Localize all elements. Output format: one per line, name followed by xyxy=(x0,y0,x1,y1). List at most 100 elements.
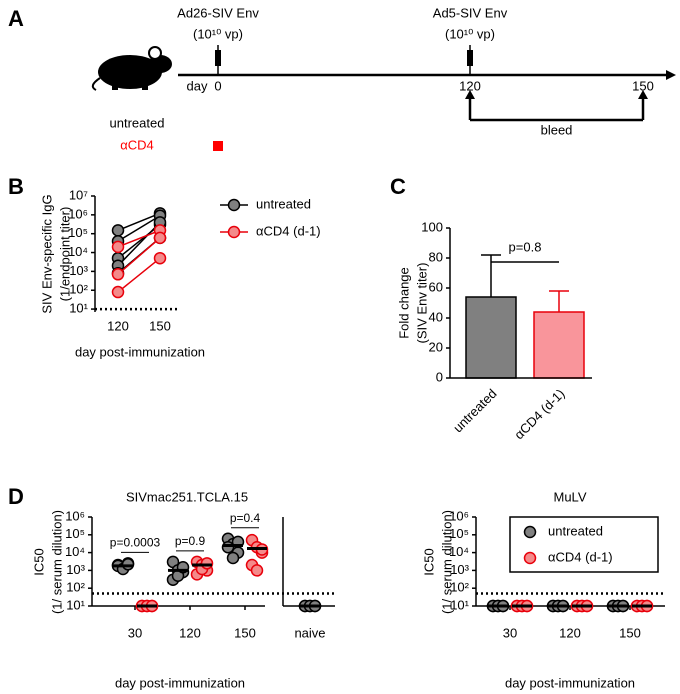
data-point xyxy=(121,558,135,571)
group-label: untreated xyxy=(110,115,165,130)
pair-line xyxy=(117,215,161,242)
legend-label: untreated xyxy=(548,523,603,538)
timeline-tick: 0 xyxy=(214,78,221,93)
significance-label: p=0.8 xyxy=(509,239,542,254)
panel-label: B xyxy=(8,174,24,199)
event-dose: (10¹⁰ vp) xyxy=(445,26,495,41)
x-tick-label: 120 xyxy=(107,318,129,333)
event-label: Ad5-SIV Env xyxy=(433,5,508,20)
y-tick-label: 100 xyxy=(421,219,443,234)
pair-line xyxy=(117,229,161,248)
bar xyxy=(533,311,585,379)
data-point xyxy=(226,551,240,565)
legend-marker xyxy=(523,525,537,539)
panel-label: A xyxy=(8,6,24,31)
y-tick-label: 10⁶ xyxy=(68,206,88,221)
y-tick-label: 10⁶ xyxy=(65,508,85,523)
x-tick-label: 120 xyxy=(559,625,581,640)
y-axis-label: (1/ serum dilution) xyxy=(49,510,64,614)
x-tick-label: 30 xyxy=(128,625,142,640)
y-tick-label: 10⁷ xyxy=(69,187,88,202)
y-tick-label: 60 xyxy=(429,279,443,294)
data-point xyxy=(111,268,125,281)
panel-label: C xyxy=(390,174,406,199)
mouse-icon xyxy=(91,46,172,91)
significance-label: p=0.9 xyxy=(175,534,206,548)
x-tick-label: naive xyxy=(294,625,325,640)
y-axis-label: (1/ serum dilution) xyxy=(439,510,454,614)
chart-title: SIVmac251.TCLA.15 xyxy=(126,489,248,504)
data-point xyxy=(153,231,167,245)
data-point xyxy=(221,540,235,554)
pair-line xyxy=(117,237,161,275)
bleed-arrowhead xyxy=(638,90,648,99)
y-tick-label: 10¹ xyxy=(66,597,85,612)
y-tick-label: 10² xyxy=(69,282,88,297)
significance-label: p=0.0003 xyxy=(110,535,161,549)
x-tick-label: 150 xyxy=(234,625,256,640)
chart-title: MuLV xyxy=(554,489,587,504)
timeline-arrow xyxy=(666,70,676,80)
timeline-tick: 150 xyxy=(632,78,654,93)
x-tick-label: 150 xyxy=(149,318,171,333)
y-tick-label: 10⁵ xyxy=(449,526,469,541)
legend-label: αCD4 (d-1) xyxy=(256,223,321,238)
data-point xyxy=(111,285,125,299)
timeline-tick: 120 xyxy=(459,78,481,93)
x-tick-label: 150 xyxy=(619,625,641,640)
event-dose: (10¹⁰ vp) xyxy=(193,26,243,41)
y-tick-label: 40 xyxy=(429,309,443,324)
legend-label: αCD4 (d-1) xyxy=(548,549,613,564)
y-axis-label: IC50 xyxy=(31,548,46,575)
y-tick-label: 20 xyxy=(429,339,443,354)
pair-line xyxy=(117,221,161,267)
y-tick-label: 10¹ xyxy=(69,301,88,316)
x-tick-label: untreated xyxy=(450,386,499,435)
y-tick-label: 80 xyxy=(429,249,443,264)
y-tick-label: 10¹ xyxy=(450,597,469,612)
y-axis-label: (1/endpoint titer) xyxy=(57,207,72,302)
pair-line xyxy=(117,212,161,232)
panel-label: D xyxy=(8,484,24,509)
x-axis-label: day post-immunization xyxy=(505,675,635,690)
y-tick-label: 10⁴ xyxy=(65,544,85,559)
y-tick-label: 10³ xyxy=(69,263,88,278)
y-tick-label: 10⁴ xyxy=(68,244,88,259)
y-axis-label: (SIV Env titer) xyxy=(414,263,429,344)
treatment-marker xyxy=(213,141,223,151)
data-point xyxy=(153,251,167,265)
bar xyxy=(465,296,517,379)
legend-marker xyxy=(227,225,241,239)
significance-label: p=0.4 xyxy=(230,511,261,525)
bleed-label: bleed xyxy=(541,122,573,137)
y-axis-label: IC50 xyxy=(421,548,436,575)
event-label: Ad26-SIV Env xyxy=(177,5,259,20)
data-point xyxy=(200,557,214,570)
group-label: αCD4 xyxy=(120,137,154,152)
x-axis-label: day post-immunization xyxy=(115,675,245,690)
y-tick-label: 10⁵ xyxy=(65,526,85,541)
x-axis-label: day post-immunization xyxy=(75,344,205,359)
y-tick-label: 10⁵ xyxy=(68,225,88,240)
legend-marker xyxy=(227,198,241,212)
y-tick-label: 10² xyxy=(450,580,469,595)
y-tick-label: 10⁴ xyxy=(449,544,469,559)
data-point xyxy=(111,224,125,237)
data-point xyxy=(111,240,125,254)
legend-marker xyxy=(523,551,537,565)
timeline-axis-label: day xyxy=(187,78,208,93)
x-tick-label: 30 xyxy=(503,625,517,640)
data-point xyxy=(250,564,264,577)
x-tick-label: 120 xyxy=(179,625,201,640)
y-tick-label: 0 xyxy=(436,369,443,384)
pair-line xyxy=(117,257,161,293)
legend-box xyxy=(509,516,659,573)
y-tick-label: 10³ xyxy=(450,562,469,577)
y-tick-label: 10² xyxy=(66,580,85,595)
x-tick-label: αCD4 (d-1) xyxy=(511,386,567,442)
y-axis-label: SIV Env-specific IgG xyxy=(39,194,54,313)
y-axis-label: Fold change xyxy=(396,267,411,339)
legend-label: untreated xyxy=(256,196,311,211)
